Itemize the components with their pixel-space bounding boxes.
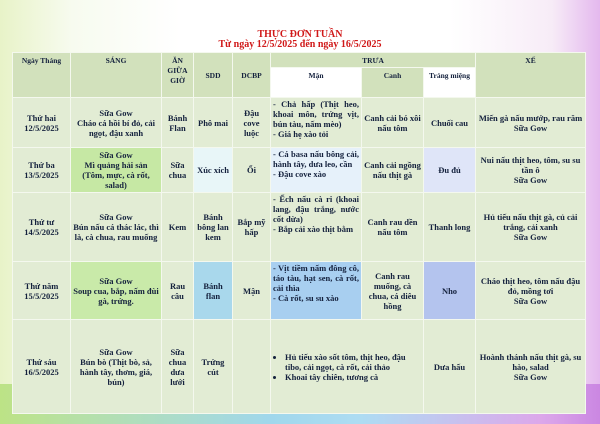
header-morning: SÁNG (70, 52, 162, 98)
main-dish-item: Khoai tây chiên, tương cà (285, 372, 421, 382)
header-dessert: Tráng miệng (423, 67, 476, 98)
cell-date: Thứ sáu 16/5/2025 (12, 319, 71, 414)
cell-dcbp: Mận (232, 261, 271, 320)
cell-sdd: Xúc xích (193, 147, 233, 193)
cell-soup: Canh rau muống, cà chua, cá diêu hồng (361, 261, 424, 320)
page-title: THỰC ĐƠN TUẦN (257, 29, 343, 40)
cell-date: Thứ hai 12/5/2025 (12, 97, 71, 148)
cell-date: Thứ năm 15/5/2025 (12, 261, 71, 320)
cell-morning: Sữa Gow Mì quảng hải sản (Tôm, mực, cà r… (70, 147, 162, 193)
cell-dessert: Dưa hấu (423, 319, 476, 414)
table-row: Thứ tư 14/5/2025 Sữa Gow Bún nấu cá thác … (12, 192, 586, 262)
cell-snack: Bánh Flan (161, 97, 194, 148)
cell-dessert: Chuối cau (423, 97, 476, 148)
cell-dcbp (232, 319, 271, 414)
header-snack: ĂN GIỮA GIỜ (161, 52, 194, 98)
cell-sdd: Trứng cút (193, 319, 233, 414)
cell-morning: Sữa Gow Soup cua, bắp, nấm đùi gà, trứng… (70, 261, 162, 320)
cell-main: - Cá basa nấu bông cải, hành tây, dưa le… (270, 147, 362, 193)
cell-snack: Rau câu (161, 261, 194, 320)
cell-snack: Sữa chua (161, 147, 194, 193)
cell-morning: Sữa Gow Bún nấu cá thác lác, thì là, cà … (70, 192, 162, 262)
cell-morning: Sữa Gow Cháo cá hồi bí đỏ, cải ngọt, đậu… (70, 97, 162, 148)
header-date: Ngày Tháng (12, 52, 71, 98)
header-sdd: SDD (193, 52, 233, 98)
cell-sdd: Bánh bông lan kem (193, 192, 233, 262)
cell-dessert: Đu đủ (423, 147, 476, 193)
table-row: Thứ sáu 16/5/2025 Sữa Gow Bún bò (Thịt bò… (12, 319, 586, 414)
table-row: Thứ năm 15/5/2025 Sữa Gow Soup cua, bắp, … (12, 261, 586, 320)
cell-dcbp: Ổi (232, 147, 271, 193)
cell-sdd: Phô mai (193, 97, 233, 148)
cell-dcbp: Đậu cove luộc (232, 97, 271, 148)
cell-snack: Sữa chua dưa lưới (161, 319, 194, 414)
cell-afternoon: Miến gà nấu mướp, rau răm Sữa Gow (475, 97, 586, 148)
main-dish-item: Hủ tiếu xào sốt tôm, thịt heo, đậu tibo,… (285, 352, 421, 372)
header-main: Mặn (270, 67, 362, 98)
cell-afternoon: Hủ tiếu nấu thịt gà, củ cải trắng, cải x… (475, 192, 586, 262)
date-range: Từ ngày 12/5/2025 đến ngày 16/5/2025 (218, 39, 382, 50)
menu-table: Ngày Tháng SÁNG ĂN GIỮA GIỜ SDD DCBP TRƯ… (12, 52, 586, 414)
cell-afternoon: Nui nấu thịt heo, tôm, su su tần ô Sữa G… (475, 147, 586, 193)
cell-soup: Canh rau dền nấu tôm (361, 192, 424, 262)
cell-morning: Sữa Gow Bún bò (Thịt bò, sả, hành tây, t… (70, 319, 162, 414)
cell-date: Thứ ba 13/5/2025 (12, 147, 71, 193)
table-row: Thứ ba 13/5/2025 Sữa Gow Mì quảng hải sản… (12, 147, 586, 193)
cell-afternoon: Hoành thánh nấu thịt gà, su hào, salad S… (475, 319, 586, 414)
header-dcbp: DCBP (232, 52, 271, 98)
header-lunch: TRƯA (270, 52, 476, 68)
cell-dessert: Nho (423, 261, 476, 320)
cell-soup: Canh cải ngồng nấu thịt gà (361, 147, 424, 193)
header-afternoon: XẾ (475, 52, 586, 98)
cell-main: - Chả hấp (Thịt heo, khoai môn, trứng vị… (270, 97, 362, 148)
table-row: Thứ hai 12/5/2025 Sữa Gow Cháo cá hồi bí … (12, 97, 586, 148)
cell-main: - Vịt tiềm nấm đông cô, táo tàu, hạt sen… (270, 261, 362, 320)
cell-snack: Kem (161, 192, 194, 262)
cell-dcbp: Bắp mỹ hấp (232, 192, 271, 262)
cell-dessert: Thanh long (423, 192, 476, 262)
cell-main: - Ếch nấu cà ri (khoai lang, đậu trắng, … (270, 192, 362, 262)
cell-afternoon: Cháo thịt heo, tôm nấu đậu đỏ, mồng tơi … (475, 261, 586, 320)
cell-main: Hủ tiếu xào sốt tôm, thịt heo, đậu tibo,… (270, 319, 424, 414)
cell-soup: Canh cải bó xôi nấu tôm (361, 97, 424, 148)
cell-date: Thứ tư 14/5/2025 (12, 192, 71, 262)
cell-sdd: Bánh flan (193, 261, 233, 320)
header-soup: Canh (361, 67, 424, 98)
